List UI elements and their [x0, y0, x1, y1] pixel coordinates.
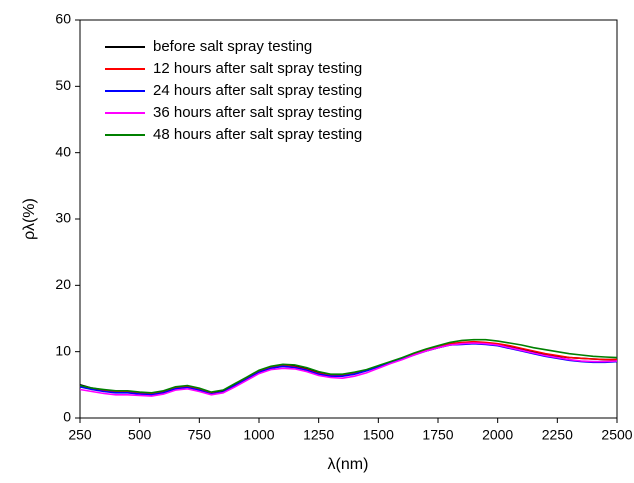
x-tick-label: 2000: [482, 427, 513, 443]
y-tick-label: 30: [55, 210, 71, 226]
legend-label: 36 hours after salt spray testing: [153, 104, 362, 121]
plot-frame: [79, 19, 618, 419]
y-tick-label: 60: [55, 11, 71, 27]
legend-label: 12 hours after salt spray testing: [153, 60, 362, 77]
y-tick-label: 40: [55, 143, 71, 159]
series-line: [79, 338, 618, 394]
x-tick-label: 250: [68, 427, 92, 443]
x-tick-label: 2250: [542, 427, 573, 443]
series-line: [79, 342, 617, 395]
y-tick-label: 50: [55, 77, 71, 93]
x-tick-label: 2500: [601, 427, 632, 443]
legend-label: 48 hours after salt spray testing: [153, 126, 362, 143]
series-line: [79, 342, 618, 397]
legend-label: 24 hours after salt spray testing: [153, 82, 362, 99]
y-tick-label: 20: [55, 276, 71, 292]
x-axis-label: λ(nm): [328, 456, 369, 473]
x-tick-label: 1250: [303, 427, 334, 443]
x-tick-label: 1750: [422, 427, 453, 443]
y-tick-label: 0: [63, 409, 71, 425]
x-tick-label: 1000: [243, 427, 274, 443]
x-tick-label: 1500: [363, 427, 394, 443]
legend-label: before salt spray testing: [153, 38, 312, 55]
y-axis-label: ρλ(%): [21, 198, 38, 240]
x-tick-label: 750: [188, 427, 212, 443]
series-line: [79, 340, 617, 395]
x-tick-label: 500: [128, 427, 152, 443]
y-tick-label: 10: [55, 342, 71, 358]
